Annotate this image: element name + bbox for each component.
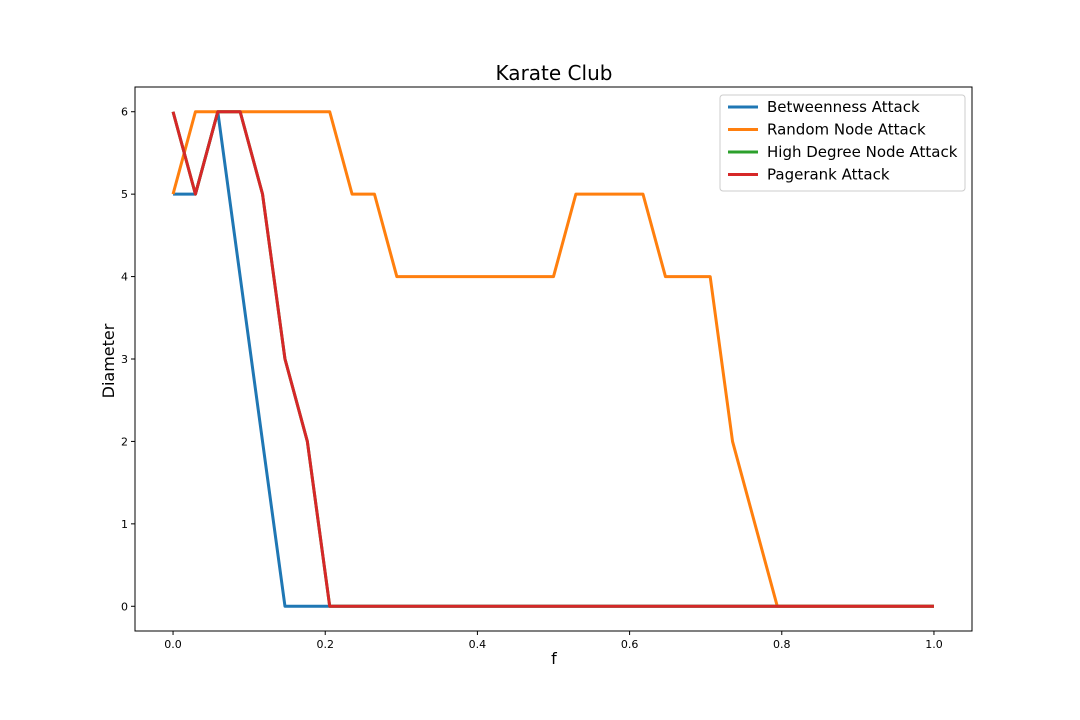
- legend-label: Random Node Attack: [767, 121, 926, 139]
- series-line-3: [171, 110, 934, 608]
- y-tick-label: 0: [121, 600, 128, 613]
- x-tick-label: 1.0: [925, 638, 943, 651]
- x-tick-label: 0.2: [316, 638, 334, 651]
- x-tick-label: 0.4: [469, 638, 487, 651]
- y-tick-label: 2: [121, 435, 128, 448]
- x-tick-label: 0.6: [621, 638, 639, 651]
- legend-box: [719, 94, 966, 192]
- y-tick-label: 5: [121, 188, 128, 201]
- x-tick-label: 0.0: [164, 638, 182, 651]
- chart-title: Karate Club: [496, 61, 613, 85]
- y-tick-label: 3: [121, 353, 128, 366]
- y-tick-label: 1: [121, 518, 128, 531]
- legend-label: High Degree Node Attack: [767, 143, 958, 161]
- y-tick-label: 6: [121, 106, 128, 119]
- plot-area: 0.0 0.2 0.4 0.6 0.8 1.0 0 1 2 3 4 5 6: [121, 86, 973, 651]
- legend-label: Pagerank Attack: [767, 166, 890, 184]
- x-tick-label: 0.8: [773, 638, 791, 651]
- legend-label: Betweenness Attack: [767, 98, 920, 116]
- y-tick-label: 4: [121, 271, 128, 284]
- legend: Betweenness Attack Random Node Attack High…: [719, 94, 966, 192]
- y-axis-label: Diameter: [99, 323, 118, 398]
- x-axis-label: f: [551, 649, 557, 668]
